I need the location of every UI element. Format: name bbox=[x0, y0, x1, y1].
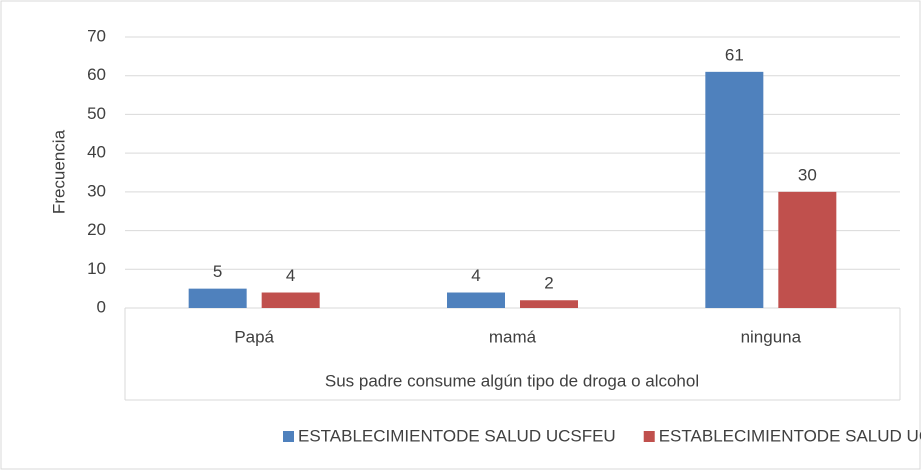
y-tick-label: 20 bbox=[87, 220, 106, 239]
y-axis-label: Frecuencia bbox=[49, 129, 68, 214]
data-label: 4 bbox=[471, 266, 480, 285]
data-label: 30 bbox=[798, 165, 817, 184]
data-label: 2 bbox=[544, 274, 553, 293]
x-tick-label: mamá bbox=[489, 327, 537, 346]
legend-label: ESTABLECIMIENTODE SALUD UCSFS bbox=[659, 426, 921, 445]
y-tick-label: 50 bbox=[87, 104, 106, 123]
legend-swatch bbox=[283, 431, 294, 442]
data-label: 5 bbox=[213, 262, 222, 281]
y-tick-label: 60 bbox=[87, 65, 106, 84]
data-label: 61 bbox=[725, 45, 744, 64]
bar bbox=[778, 191, 837, 308]
bar bbox=[261, 292, 320, 308]
y-tick-label: 70 bbox=[87, 26, 106, 45]
bar bbox=[188, 288, 247, 308]
x-axis-label: Sus padre consume algún tipo de droga o … bbox=[325, 371, 699, 390]
data-label: 4 bbox=[286, 266, 295, 285]
y-tick-label: 10 bbox=[87, 259, 106, 278]
y-tick-label: 30 bbox=[87, 181, 106, 200]
x-tick-label: ninguna bbox=[741, 327, 802, 346]
bar bbox=[447, 292, 505, 308]
y-tick-label: 40 bbox=[87, 143, 106, 162]
legend-label: ESTABLECIMIENTODE SALUD UCSFEU bbox=[298, 426, 616, 445]
x-tick-label: Papá bbox=[234, 327, 274, 346]
legend-swatch bbox=[643, 431, 655, 442]
bar bbox=[705, 71, 764, 308]
bar bbox=[520, 300, 578, 308]
y-tick-label: 0 bbox=[97, 297, 106, 316]
